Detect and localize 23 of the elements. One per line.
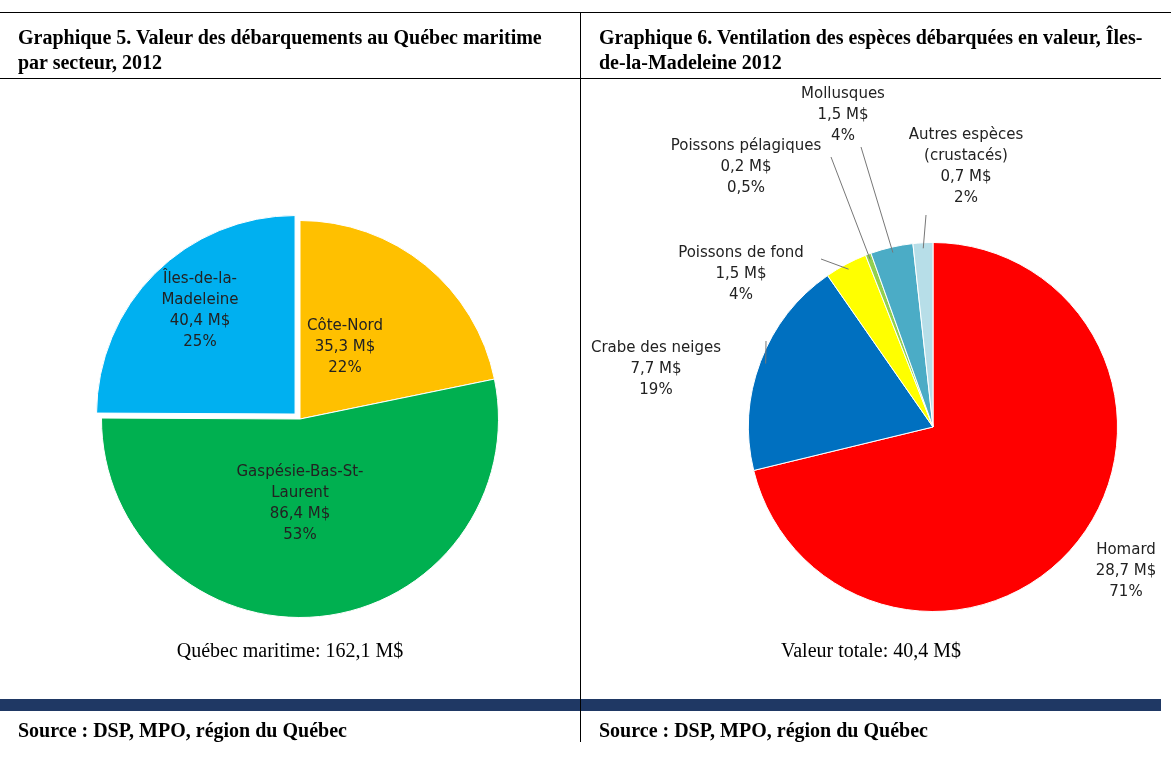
slice-label: Poissons pélagiques <box>670 135 822 154</box>
slice-label: Poissons de fond <box>678 242 804 261</box>
slice-label: Autres espèces (crustacés) <box>908 125 1024 165</box>
data-label: 7,7 M$ 19% <box>630 358 682 398</box>
data-label: 35,3 M$ 22% <box>314 336 376 376</box>
source-note: Source : DSP, MPO, région du Québec <box>598 718 929 742</box>
data-label: 0,2 M$ 0,5% <box>720 156 772 196</box>
text: Valeur totale: 40,4 M$ <box>780 639 962 663</box>
chart-title: Graphique 6. Ventilation des espèces débarquées en valeur, Îles-de-la-Madeleine 2012 <box>581 13 1161 79</box>
slice-label: Crabe des neiges <box>590 337 722 356</box>
slice-label: Côte-Nord <box>307 315 383 334</box>
data-label: 40,4 M$ 25% <box>169 311 231 351</box>
source-note: Source : DSP, MPO, région du Québec <box>17 718 348 742</box>
text: Québec maritime: 162,1 M$ <box>175 639 405 663</box>
data-label: 1,5 M$ 4% <box>715 263 767 303</box>
slice-label: Îles-de-la-Madeleine <box>161 268 239 309</box>
slice-label: Homard <box>1096 539 1156 558</box>
slice-label: Gaspésie-Bas-St-Laurent <box>236 462 364 502</box>
slice-label: Mollusques <box>801 83 886 102</box>
data-label: 0,7 M$ 2% <box>940 167 992 207</box>
chart-title: Graphique 5. Valeur des débarquements au Québec maritime par secteur, 2012 <box>0 13 580 79</box>
data-label: 86,4 M$ 53% <box>269 504 331 544</box>
data-label: 28,7 M$ 71% <box>1095 560 1157 600</box>
